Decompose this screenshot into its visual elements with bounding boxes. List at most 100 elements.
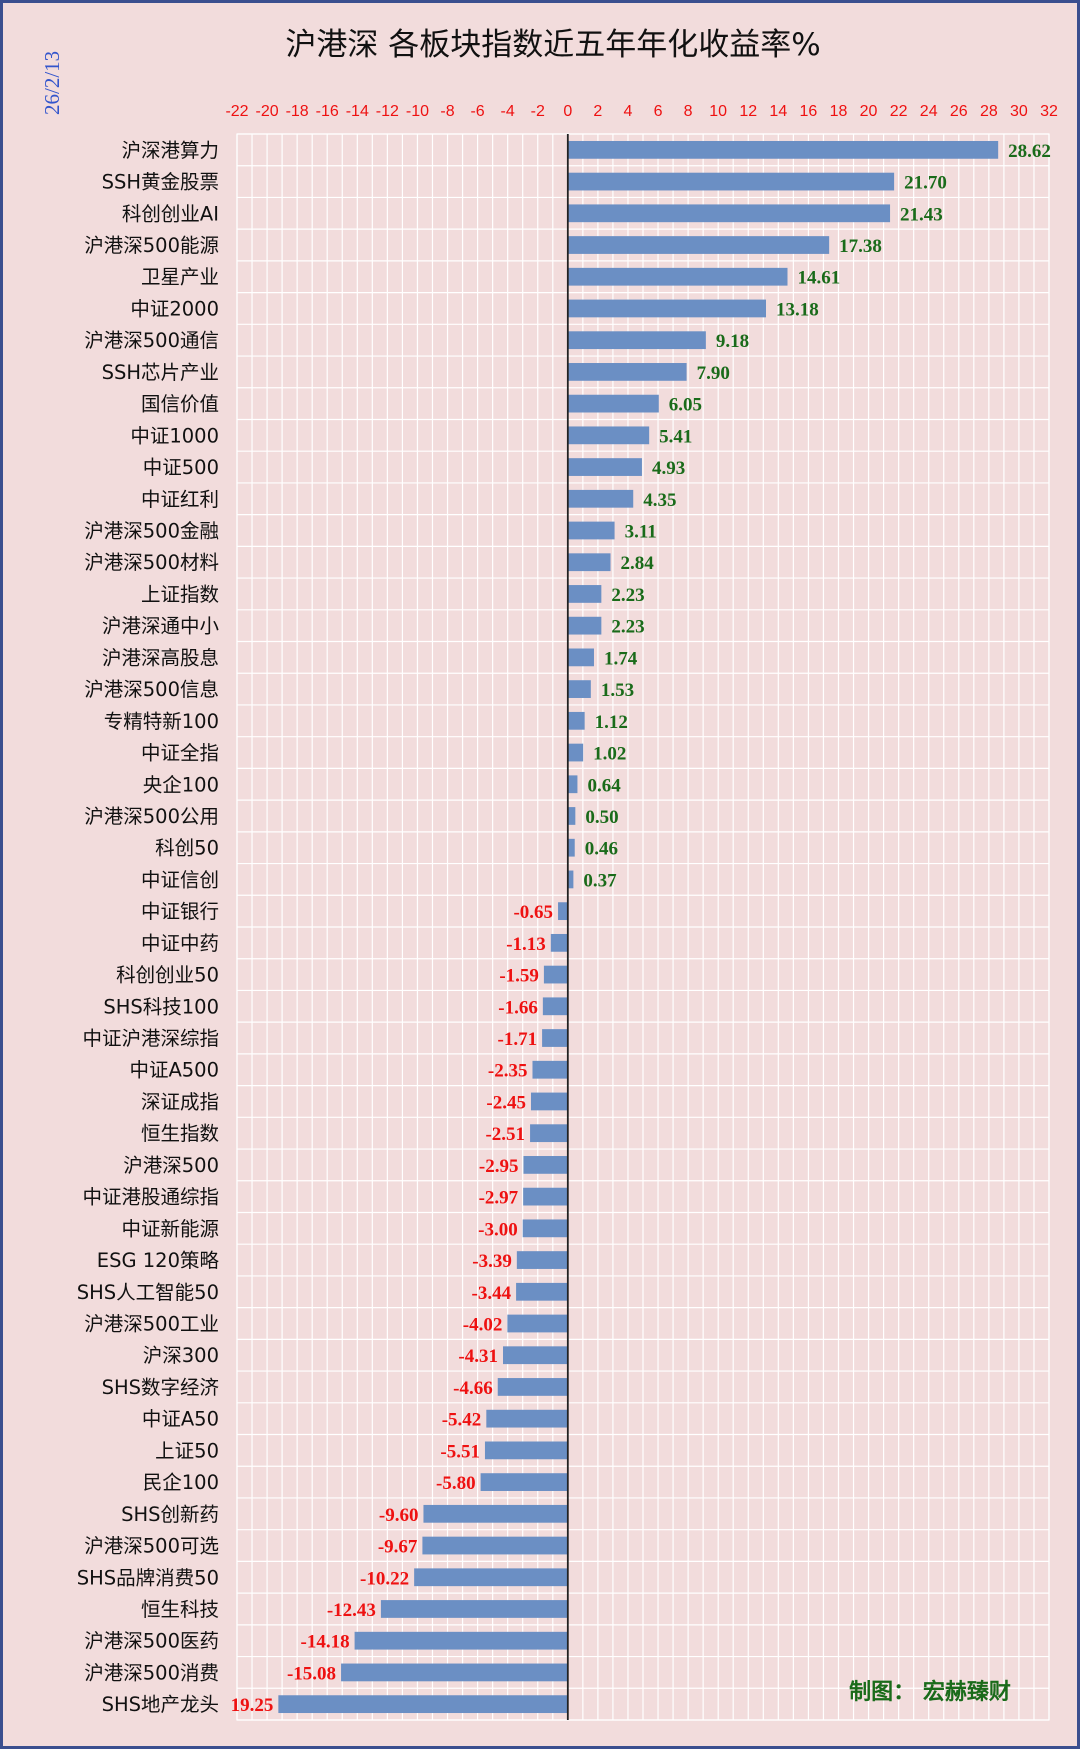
bars — [278, 134, 999, 1720]
x-tick-label: 28 — [980, 103, 998, 120]
x-tick-label: -4 — [501, 103, 515, 120]
bar — [542, 997, 568, 1016]
x-tick-label: -16 — [316, 103, 339, 120]
category-label: SHS地产龙头 — [102, 1693, 219, 1716]
category-label: 沪港深500金融 — [84, 520, 219, 543]
value-label: 1.74 — [604, 648, 638, 669]
bar — [567, 585, 602, 603]
category-label: SHS创新药 — [121, 1503, 219, 1526]
bar — [567, 870, 574, 889]
bar — [567, 172, 895, 191]
value-label: -2.51 — [485, 1124, 525, 1145]
category-label: 恒生指数 — [141, 1122, 219, 1145]
bar — [422, 1536, 568, 1555]
category-label: 中证中药 — [141, 932, 219, 955]
date-stamp: 26/2/13 — [40, 51, 64, 115]
x-tick-label: 10 — [709, 103, 727, 120]
value-label: -9.67 — [378, 1537, 418, 1558]
bar — [523, 1156, 568, 1174]
bar — [486, 1409, 568, 1428]
category-label: 上证指数 — [141, 583, 219, 606]
x-tick-label: 2 — [593, 103, 602, 120]
bar — [567, 394, 659, 413]
category-label: 沪港深500医药 — [84, 1630, 219, 1653]
value-label: -12.43 — [327, 1600, 376, 1621]
value-label: -10.22 — [360, 1568, 409, 1589]
category-label: SHS品牌消费50 — [77, 1566, 219, 1589]
value-label: 6.05 — [669, 395, 702, 416]
bar — [567, 521, 615, 540]
value-label: 0.37 — [583, 870, 617, 891]
value-label: -4.02 — [463, 1315, 503, 1336]
bar — [567, 711, 585, 730]
category-label: 中证A50 — [142, 1408, 219, 1431]
labels: -22 -20 -18 -16 -14 -12 -10 -8 -6 -4 -2 0 2 4 6 8 10 12 14… — [77, 103, 1058, 1716]
value-label: -15.08 — [287, 1663, 336, 1684]
x-tick-label: 22 — [890, 103, 908, 120]
category-label: 沪港深500材料 — [84, 551, 219, 574]
category-label: 科创50 — [155, 837, 219, 860]
category-label: 央企100 — [143, 773, 219, 796]
category-label: ESG 120策略 — [97, 1249, 220, 1272]
x-tick-label: 30 — [1010, 103, 1028, 120]
x-tick-label: -12 — [376, 103, 399, 120]
category-label: SSH黄金股票 — [102, 171, 219, 194]
value-label: -2.97 — [479, 1188, 519, 1209]
value-label: 1.02 — [593, 744, 626, 765]
category-label: 中证A500 — [129, 1059, 219, 1082]
category-label: 沪港深500信息 — [84, 678, 219, 701]
category-label: 中证港股通综指 — [82, 1186, 219, 1209]
value-label: 4.93 — [652, 458, 685, 479]
bar — [567, 775, 578, 794]
bar — [567, 236, 830, 254]
x-tick-label: -6 — [470, 103, 484, 120]
category-label: 沪港深500能源 — [84, 234, 219, 257]
value-label: 21.43 — [900, 204, 943, 225]
bar — [497, 1378, 568, 1396]
x-tick-label: 14 — [769, 103, 787, 120]
value-label: 2.23 — [611, 617, 644, 638]
x-tick-label: 32 — [1040, 103, 1058, 120]
value-label: 9.18 — [716, 331, 749, 352]
value-label: -4.31 — [458, 1346, 498, 1367]
category-label: 沪港深500工业 — [84, 1313, 219, 1336]
category-label: 上证50 — [155, 1439, 219, 1462]
category-label: 卫星产业 — [141, 266, 219, 289]
bar — [341, 1663, 568, 1682]
bar — [567, 331, 706, 350]
x-tick-label: -10 — [406, 103, 429, 120]
x-tick-label: -22 — [225, 103, 248, 120]
bar — [516, 1282, 568, 1301]
bar — [567, 616, 602, 635]
bar — [480, 1473, 568, 1491]
bar — [530, 1092, 568, 1111]
x-tick-label: 8 — [684, 103, 693, 120]
category-label: 沪港深500公用 — [84, 805, 219, 828]
value-label: 21.70 — [904, 173, 947, 194]
bar — [532, 1060, 568, 1079]
x-tick-label: 20 — [860, 103, 878, 120]
value-label: -0.65 — [513, 902, 553, 923]
value-label: 3.11 — [625, 522, 657, 543]
value-label: -4.66 — [453, 1378, 493, 1399]
bar — [414, 1568, 568, 1587]
bar — [567, 140, 999, 159]
category-label: 恒生科技 — [141, 1598, 219, 1621]
bar — [543, 965, 568, 984]
value-label: -3.00 — [478, 1219, 518, 1240]
value-label: -1.66 — [498, 997, 538, 1018]
value-label: 1.53 — [601, 680, 634, 701]
x-tick-label: 12 — [739, 103, 757, 120]
bar — [567, 680, 591, 698]
value-label: 0.64 — [587, 775, 621, 796]
bar — [567, 489, 634, 508]
category-label: 深证成指 — [141, 1090, 219, 1113]
bar — [423, 1504, 568, 1523]
value-label: -5.51 — [440, 1441, 480, 1462]
category-label: 中证新能源 — [121, 1217, 219, 1240]
category-label: 中证2000 — [130, 297, 219, 320]
category-label: 中证沪港深综指 — [82, 1027, 219, 1050]
bar — [567, 743, 584, 762]
x-tick-label: 26 — [950, 103, 968, 120]
